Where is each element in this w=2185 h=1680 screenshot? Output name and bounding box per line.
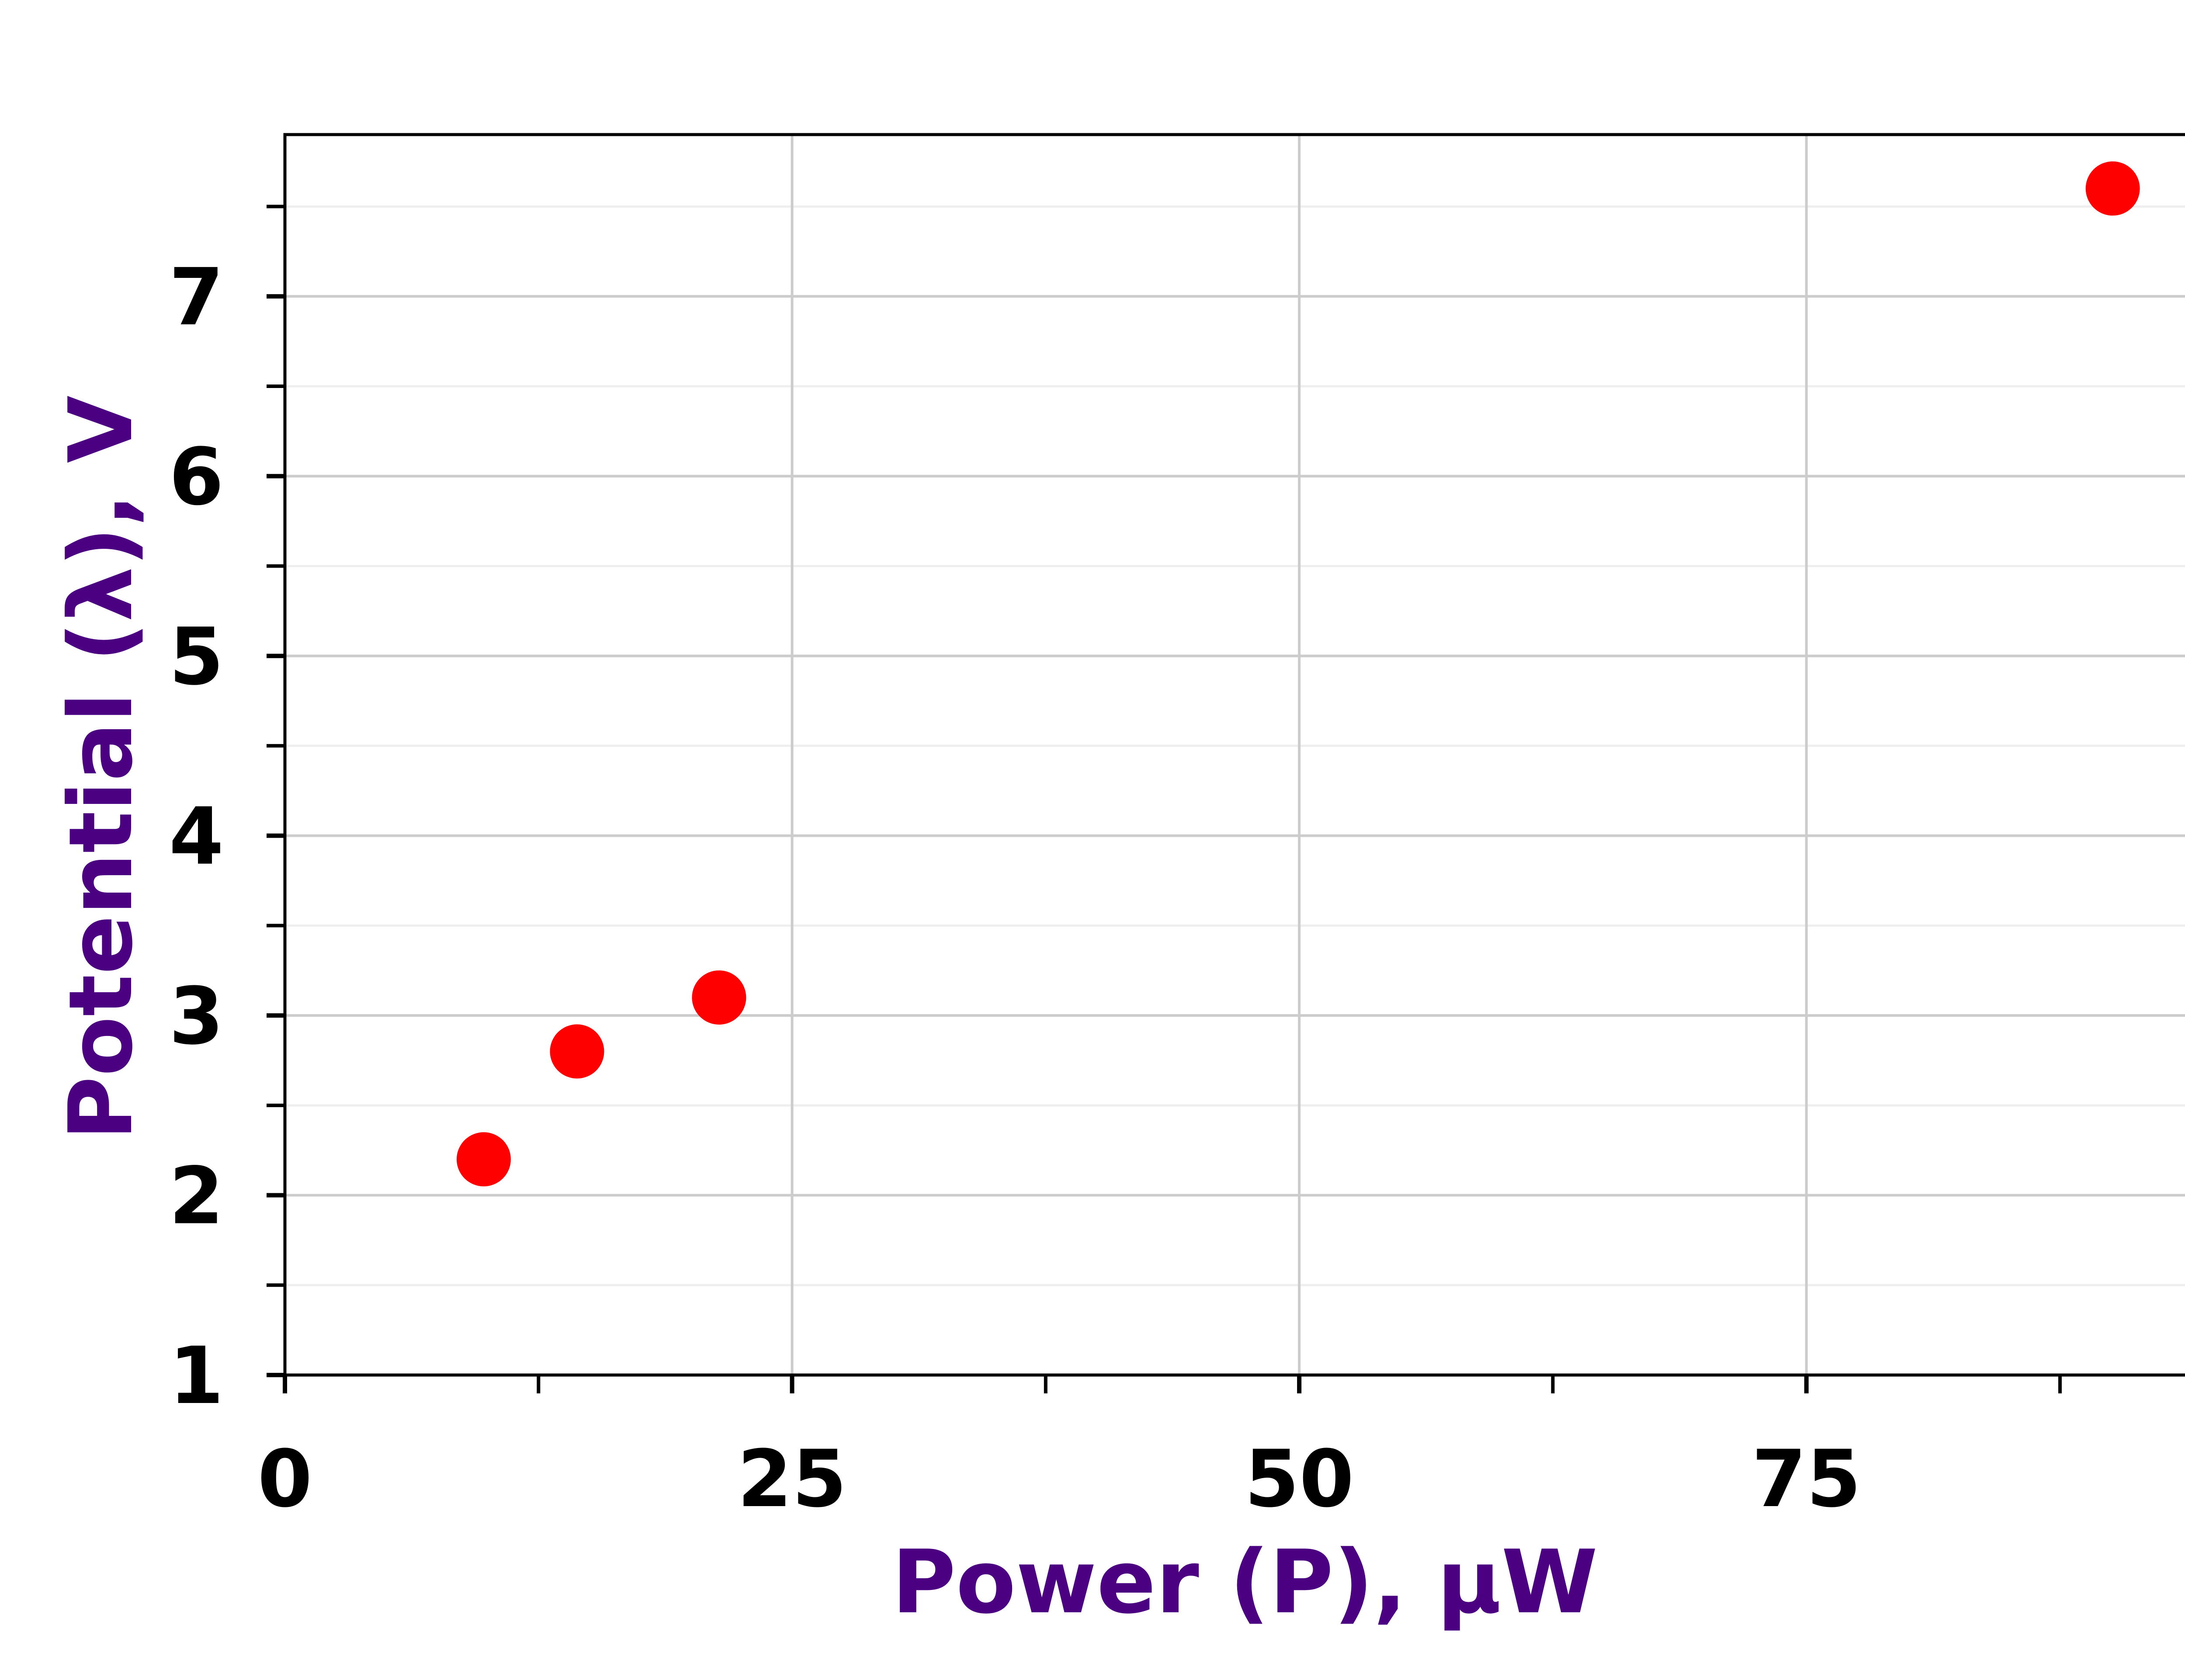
x-tick-label: 25 [737, 1434, 847, 1525]
data-point [456, 1132, 511, 1187]
data-points [456, 161, 2140, 1187]
x-axis-label: Power (P), μW [892, 1531, 1598, 1633]
y-tick-label: 5 [169, 611, 224, 703]
x-tick-label: 50 [1245, 1434, 1354, 1525]
x-tick-label: 0 [257, 1434, 312, 1525]
grid [285, 135, 2185, 1375]
data-point [692, 970, 746, 1025]
x-tick-label: 75 [1751, 1434, 1861, 1525]
y-tick-label: 1 [169, 1330, 224, 1422]
y-tick-label: 6 [169, 432, 224, 523]
y-axis-label: Potential (λ), V [50, 395, 152, 1140]
y-tick-label: 2 [169, 1151, 224, 1242]
data-point [2085, 161, 2140, 216]
tick-labels: 0 25 50 75 1 2 3 4 5 6 7 [169, 252, 1861, 1525]
y-tick-label: 3 [169, 971, 224, 1062]
y-tick-label: 4 [169, 791, 224, 883]
y-tick-label: 7 [169, 252, 224, 343]
plot-frame [283, 133, 2185, 1377]
axis-ticks [267, 204, 2062, 1393]
data-point [550, 1024, 604, 1079]
